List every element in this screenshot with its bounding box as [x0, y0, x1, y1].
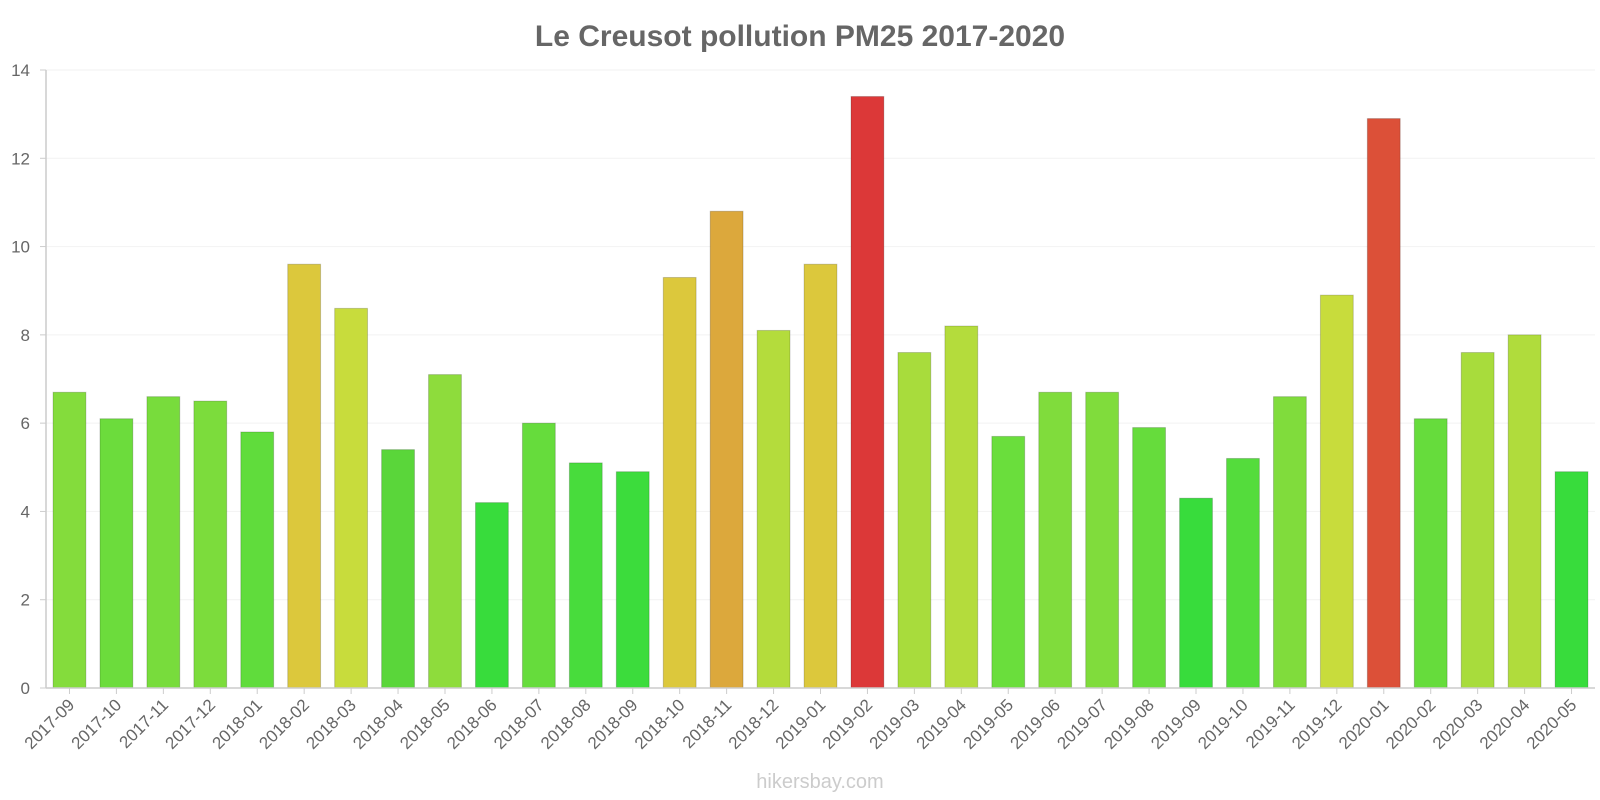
bar-2020-03	[1460, 352, 1495, 689]
x-tick-label: 2020-02	[1382, 695, 1440, 753]
bar-2017-10	[99, 418, 134, 689]
y-tick-label: 4	[21, 502, 30, 521]
bar-2020-05	[1554, 471, 1589, 689]
bar-2019-11	[1272, 396, 1307, 689]
bars	[52, 95, 1589, 689]
x-tick-label: 2018-08	[537, 695, 595, 753]
x-tick-label: 2018-02	[255, 695, 313, 753]
bar-2018-05	[428, 374, 462, 689]
x-tick-label: 2018-09	[584, 695, 642, 753]
x-tick-label: 2019-01	[772, 695, 830, 753]
bar-2019-05	[991, 435, 1026, 689]
bar-2019-10	[1226, 457, 1260, 689]
bar-2020-01	[1366, 118, 1401, 689]
bar-2019-02	[850, 95, 885, 689]
x-tick-label: 2017-09	[21, 695, 79, 753]
y-tick-label: 6	[21, 414, 30, 433]
bar-2018-12	[756, 329, 791, 689]
bar-2020-04	[1507, 334, 1542, 689]
x-tick-label: 2018-11	[679, 695, 736, 752]
bar-2019-04	[944, 325, 979, 689]
y-tick-label: 10	[11, 238, 30, 257]
chart-title: Le Creusot pollution PM25 2017-2020	[535, 20, 1065, 53]
x-tick-label: 2020-03	[1429, 695, 1487, 753]
x-tick-label: 2018-04	[349, 695, 407, 753]
x-tick-label: 2019-07	[1053, 695, 1111, 753]
bar-2019-12	[1319, 294, 1354, 689]
x-tick-label: 2019-06	[1006, 695, 1064, 753]
bar-2018-02	[287, 263, 322, 689]
bar-2017-11	[146, 396, 181, 689]
x-tick-label: 2019-11	[1242, 695, 1299, 752]
x-tick-label: 2019-04	[913, 695, 971, 753]
x-tick-label: 2017-12	[162, 695, 220, 753]
bar-2019-07	[1085, 391, 1120, 689]
x-tick-label: 2020-01	[1335, 695, 1393, 753]
bar-2018-08	[568, 462, 603, 689]
bar-2019-09	[1179, 497, 1213, 689]
bar-2018-09	[615, 471, 650, 689]
y-tick-label: 2	[21, 591, 30, 610]
bar-2018-07	[521, 422, 556, 689]
x-tick-label: 2019-03	[866, 695, 924, 753]
x-tick-label: 2017-10	[68, 695, 126, 753]
x-tick-label: 2018-05	[396, 695, 454, 753]
y-tick-label: 14	[11, 61, 30, 80]
x-tick-label: 2019-10	[1194, 695, 1252, 753]
bar-2019-01	[803, 263, 838, 689]
x-axis: 2017-092017-102017-112017-122018-012018-…	[21, 687, 1595, 753]
y-tick-label: 0	[21, 679, 30, 698]
x-tick-label: 2019-08	[1100, 695, 1158, 753]
bar-2018-06	[474, 502, 509, 689]
bar-2019-06	[1038, 391, 1073, 689]
x-tick-label: 2019-02	[819, 695, 877, 753]
bar-2018-10	[662, 276, 697, 689]
bar-2017-12	[193, 400, 228, 689]
bar-2019-08	[1132, 427, 1167, 689]
bar-2018-04	[381, 449, 415, 689]
x-tick-label: 2019-12	[1288, 695, 1346, 753]
x-tick-label: 2019-05	[960, 695, 1018, 753]
y-axis: 0 2 4 6 8 10 12 14	[11, 61, 47, 698]
bar-2018-11	[709, 210, 744, 689]
x-tick-label: 2020-04	[1476, 695, 1534, 753]
x-tick-label: 2018-10	[631, 695, 689, 753]
y-tick-label: 12	[11, 149, 30, 168]
y-tick-label: 8	[21, 326, 30, 345]
x-tick-label: 2018-07	[490, 695, 548, 753]
x-tick-label: 2018-06	[443, 695, 501, 753]
x-tick-label: 2018-01	[209, 695, 267, 753]
bar-2020-02	[1413, 418, 1448, 689]
x-tick-label: 2017-11	[116, 695, 173, 752]
x-tick-label: 2018-12	[725, 695, 783, 753]
x-tick-label: 2018-03	[302, 695, 360, 753]
x-tick-label: 2019-09	[1147, 695, 1205, 753]
bar-2017-09	[52, 391, 87, 689]
bar-2018-01	[240, 431, 275, 689]
x-tick-label: 2020-05	[1523, 695, 1581, 753]
watermark: hikersbay.com	[756, 771, 883, 793]
bar-2019-03	[897, 352, 932, 689]
bar-2018-03	[334, 307, 369, 689]
